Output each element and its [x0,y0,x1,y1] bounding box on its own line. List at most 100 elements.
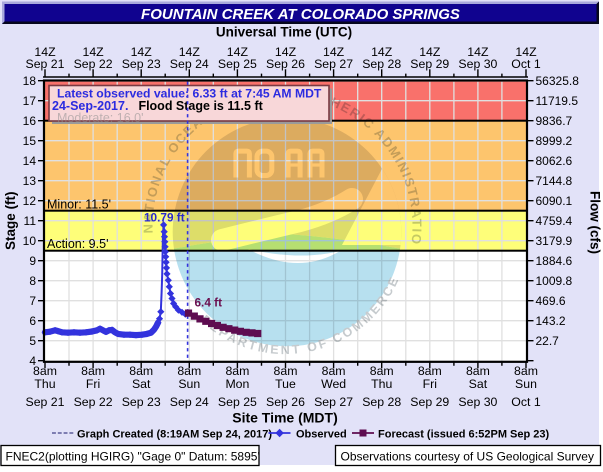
svg-text:Observations courtesy of US Ge: Observations courtesy of US Geological S… [341,449,594,463]
svg-text:Sun: Sun [178,377,200,391]
svg-text:Fri: Fri [423,377,437,391]
svg-text:8999.2: 8999.2 [536,134,573,148]
svg-text:Action: 9.5': Action: 9.5' [47,237,108,251]
svg-text:12: 12 [23,194,37,208]
svg-text:16: 16 [23,114,37,128]
svg-text:Sep 22: Sep 22 [74,57,113,71]
svg-text:Sep 26: Sep 26 [266,395,305,409]
svg-text:Sep 23: Sep 23 [122,57,161,71]
svg-text:15: 15 [23,134,37,148]
svg-text:4: 4 [29,354,36,368]
svg-text:Flow (cfs): Flow (cfs) [588,191,603,254]
svg-text:7: 7 [29,294,36,308]
svg-text:14Z: 14Z [227,45,249,59]
svg-text:Sep 22: Sep 22 [74,395,113,409]
svg-text:Sep 30: Sep 30 [458,57,497,71]
svg-text:Stage (ft): Stage (ft) [3,191,18,250]
svg-text:Graph Created (8:19AM Sep 24,: Graph Created (8:19AM Sep 24, 2017) [77,428,272,440]
svg-text:Observed: Observed [296,428,347,440]
svg-text:14Z: 14Z [131,45,153,59]
svg-text:FOUNTAIN CREEK AT COLORADO SPR: FOUNTAIN CREEK AT COLORADO SPRINGS [141,6,460,23]
svg-text:Thu: Thu [371,377,392,391]
svg-text:14Z: 14Z [323,45,345,59]
svg-text:8am: 8am [466,364,490,378]
svg-text:8am: 8am [370,364,394,378]
svg-text:Oct 1: Oct 1 [511,57,541,71]
svg-text:Sep 23: Sep 23 [122,395,161,409]
svg-text:3179.9: 3179.9 [536,234,573,248]
svg-text:9836.7: 9836.7 [536,114,573,128]
svg-text:Universal Time (UTC): Universal Time (UTC) [216,24,352,39]
svg-text:Sun: Sun [515,377,537,391]
svg-text:6.4 ft: 6.4 ft [195,295,223,309]
svg-text:7144.8: 7144.8 [536,174,573,188]
svg-text:8am: 8am [225,364,249,378]
svg-text:Thu: Thu [34,377,55,391]
svg-text:13: 13 [23,174,37,188]
svg-text:11719.5: 11719.5 [536,94,579,108]
svg-text:8am: 8am [81,364,105,378]
svg-text:14Z: 14Z [82,45,104,59]
svg-text:5: 5 [29,334,36,348]
svg-text:Latest observed value: 6.33 ft: Latest observed value: 6.33 ft at 7:45 A… [57,86,322,100]
svg-text:14Z: 14Z [371,45,393,59]
svg-text:1884.6: 1884.6 [536,254,573,268]
svg-text:14: 14 [23,154,37,168]
svg-text:24-Sep-2017.Flood Stage is 11.: 24-Sep-2017. Flood Stage is 11.5 ft [52,99,264,113]
svg-text:Sat: Sat [469,377,488,391]
svg-text:14Z: 14Z [275,45,297,59]
svg-text:Sep 28: Sep 28 [362,57,401,71]
svg-text:8am: 8am [274,364,298,378]
svg-text:Wed: Wed [321,377,346,391]
svg-text:8am: 8am [514,364,538,378]
svg-text:Sep 25: Sep 25 [218,57,257,71]
svg-text:8am: 8am [322,364,346,378]
svg-text:Site Time (MDT): Site Time (MDT) [232,409,338,425]
svg-text:Mon: Mon [225,377,249,391]
svg-text:Sep 29: Sep 29 [410,57,449,71]
svg-text:14Z: 14Z [419,45,441,59]
svg-text:17: 17 [23,94,37,108]
svg-text:18: 18 [23,74,37,88]
svg-text:9: 9 [29,254,36,268]
svg-text:Sep 28: Sep 28 [362,395,401,409]
svg-text:469.6: 469.6 [536,294,566,308]
svg-text:Sat: Sat [132,377,151,391]
svg-text:Fri: Fri [86,377,100,391]
svg-text:Oct 1: Oct 1 [511,395,541,409]
svg-text:Tue: Tue [275,377,296,391]
svg-text:4759.4: 4759.4 [536,214,573,228]
svg-text:8am: 8am [33,364,57,378]
svg-text:Sep 21: Sep 21 [26,57,65,71]
svg-text:8062.6: 8062.6 [536,154,573,168]
svg-text:Sep 25: Sep 25 [218,395,257,409]
svg-text:Minor: 11.5': Minor: 11.5' [47,197,111,211]
svg-text:Sep 24: Sep 24 [170,395,209,409]
svg-text:10.79 ft: 10.79 ft [144,210,185,224]
svg-text:14Z: 14Z [515,45,537,59]
svg-text:Sep 27: Sep 27 [314,395,353,409]
svg-text:8am: 8am [129,364,153,378]
svg-text:14Z: 14Z [467,45,489,59]
svg-text:Sep 30: Sep 30 [458,395,497,409]
svg-text:143.2: 143.2 [536,314,566,328]
svg-text:8: 8 [29,274,36,288]
svg-text:Sep 26: Sep 26 [266,57,305,71]
svg-text:11: 11 [24,214,37,228]
svg-text:1009.8: 1009.8 [536,274,573,288]
svg-text:10: 10 [23,234,37,248]
svg-text:Sep 21: Sep 21 [26,395,65,409]
svg-text:Sep 27: Sep 27 [314,57,353,71]
svg-text:8am: 8am [177,364,201,378]
svg-text:14Z: 14Z [179,45,201,59]
svg-text:Moderate: 16.0': Moderate: 16.0' [57,111,143,125]
svg-text:22.7: 22.7 [536,334,560,348]
svg-text:6: 6 [29,314,36,328]
svg-text:Sep 24: Sep 24 [170,57,209,71]
svg-text:56325.8: 56325.8 [536,74,580,88]
svg-text:FNEC2(plotting HGIRG) "Gage 0": FNEC2(plotting HGIRG) "Gage 0" Datum: 58… [6,449,260,463]
svg-text:8am: 8am [418,364,442,378]
svg-text:Sep 29: Sep 29 [410,395,449,409]
svg-text:14Z: 14Z [34,45,56,59]
svg-text:Forecast (issued 6:52PM Sep 23: Forecast (issued 6:52PM Sep 23) [378,428,550,440]
